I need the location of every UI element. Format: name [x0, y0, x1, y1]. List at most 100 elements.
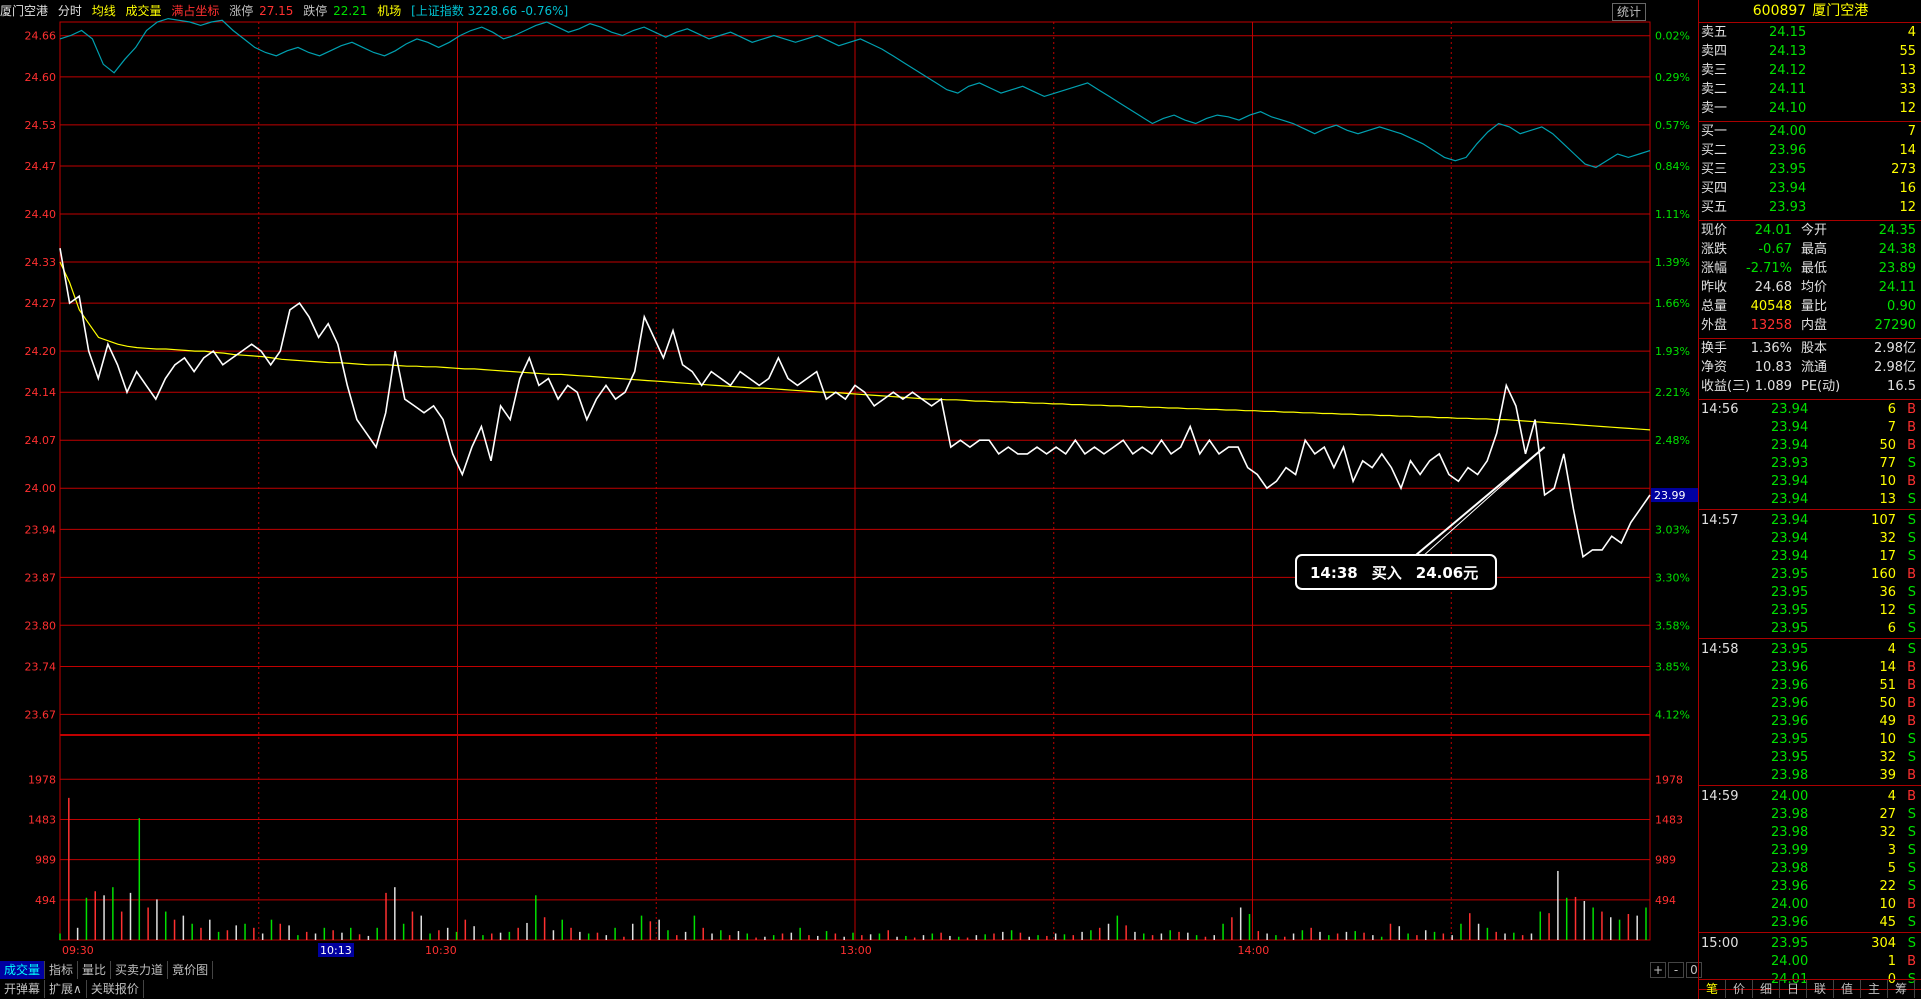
tick-group-divider — [1699, 932, 1921, 933]
tick-row[interactable]: 14:57 23.94 107 S — [1701, 512, 1920, 529]
sector-label[interactable]: 机场 — [377, 4, 402, 18]
tick-row[interactable]: 23.94 7 B — [1701, 419, 1920, 436]
pct-tick-label: 0.57% — [1655, 119, 1690, 132]
tab-2[interactable]: 量比 — [78, 961, 112, 979]
extra-tabs: 开弹幕 扩展∧ 关联报价 — [0, 980, 144, 998]
tick-row[interactable]: 23.94 10 B — [1701, 473, 1920, 490]
volume-toggle[interactable]: 成交量 — [125, 4, 162, 18]
bid-row-label: 买二 — [1701, 143, 1728, 158]
bottom-tab-0[interactable]: 笔 — [1699, 980, 1726, 998]
full-coord-toggle[interactable]: 满占坐标 — [171, 4, 220, 18]
tick-row[interactable]: 23.96 50 B — [1701, 695, 1920, 712]
tick-row[interactable]: 24.00 1 B — [1701, 953, 1920, 970]
tick-volume: 49 — [1879, 714, 1896, 729]
tick-row[interactable]: 23.94 17 S — [1701, 548, 1920, 565]
tick-row[interactable]: 23.95 32 S — [1701, 749, 1920, 766]
tick-row[interactable]: 23.96 22 S — [1701, 878, 1920, 895]
index-info[interactable]: [上证指数 3228.66 -0.76%] — [411, 4, 569, 18]
extra-tab-1[interactable]: 扩展∧ — [45, 980, 87, 998]
tick-group-divider — [1699, 989, 1921, 990]
time-tick-label: 10:30 — [425, 944, 457, 957]
tick-volume: 3 — [1887, 843, 1896, 858]
tab-1[interactable]: 指标 — [45, 961, 79, 979]
bottom-tab-4[interactable]: 联 — [1807, 980, 1834, 998]
fund-label: 净资 — [1701, 360, 1728, 375]
ask-row: 卖四 24.13 55 — [1701, 43, 1920, 61]
tick-row[interactable]: 15:00 23.95 304 S — [1701, 935, 1920, 952]
bid-row-volume: 12 — [1899, 200, 1916, 215]
tick-row[interactable]: 23.95 6 S — [1701, 620, 1920, 637]
tick-row[interactable]: 23.96 14 B — [1701, 659, 1920, 676]
tick-row[interactable]: 14:59 24.00 4 B — [1701, 788, 1920, 805]
bid-row-volume: 14 — [1899, 143, 1916, 158]
tick-row[interactable]: 23.99 3 S — [1701, 842, 1920, 859]
tab-4[interactable]: 竟价图 — [168, 961, 214, 979]
annotation-time: 14:38 — [1310, 564, 1358, 582]
tick-row[interactable]: 23.96 45 S — [1701, 914, 1920, 931]
tick-row[interactable]: 23.96 49 B — [1701, 713, 1920, 730]
ask-row-volume: 12 — [1899, 101, 1916, 116]
tab-3[interactable]: 买卖力道 — [111, 961, 169, 979]
bottom-tab-2[interactable]: 细 — [1753, 980, 1780, 998]
tick-row[interactable]: 23.93 77 S — [1701, 455, 1920, 472]
tick-price: 23.98 — [1771, 807, 1809, 822]
quote-value-2: 27290 — [1874, 318, 1916, 333]
ask-row-price: 24.11 — [1769, 82, 1807, 97]
quote-label: 涨跌 — [1701, 242, 1728, 257]
extra-tab-2[interactable]: 关联报价 — [87, 980, 144, 998]
tick-price: 23.95 — [1771, 567, 1809, 582]
tick-row[interactable]: 14:56 23.94 6 B — [1701, 401, 1920, 418]
bottom-tab-1[interactable]: 价 — [1726, 980, 1753, 998]
extra-tab-0[interactable]: 开弹幕 — [0, 980, 46, 998]
bottom-tab-7[interactable]: 筹 — [1888, 980, 1915, 998]
tick-price: 23.96 — [1771, 660, 1809, 675]
tick-price: 23.96 — [1771, 696, 1809, 711]
bottom-tab-3[interactable]: 日 — [1780, 980, 1807, 998]
tick-row[interactable]: 23.98 27 S — [1701, 806, 1920, 823]
tick-row[interactable]: 23.94 13 S — [1701, 491, 1920, 508]
scroll-button-2[interactable]: 0 — [1686, 962, 1702, 978]
scroll-button-0[interactable]: + — [1650, 962, 1666, 978]
tick-row[interactable]: 14:58 23.95 4 S — [1701, 641, 1920, 658]
avg-line-toggle[interactable]: 均线 — [91, 4, 116, 18]
tick-row[interactable]: 23.98 5 S — [1701, 860, 1920, 877]
stock-name: 厦门空港 — [0, 4, 49, 18]
tick-volume: 4 — [1887, 642, 1896, 657]
quote-label-2: 最高 — [1801, 242, 1828, 257]
tick-row[interactable]: 23.95 10 S — [1701, 731, 1920, 748]
fund-tick-divider — [1699, 399, 1921, 400]
quote-value: -2.71% — [1746, 261, 1792, 276]
tick-row[interactable]: 23.98 32 S — [1701, 824, 1920, 841]
tick-side: B — [1907, 714, 1916, 729]
tick-row[interactable]: 23.94 50 B — [1701, 437, 1920, 454]
tick-row[interactable]: 23.95 160 B — [1701, 566, 1920, 583]
tick-row[interactable]: 23.98 39 B — [1701, 767, 1920, 784]
tick-price: 23.96 — [1771, 915, 1809, 930]
tick-side: S — [1907, 492, 1916, 507]
bid-row: 买二 23.96 14 — [1701, 142, 1920, 160]
tick-side: S — [1907, 456, 1916, 471]
quote-label: 昨收 — [1701, 280, 1728, 295]
tick-row[interactable]: 24.00 10 B — [1701, 896, 1920, 913]
tick-row[interactable]: 23.95 12 S — [1701, 602, 1920, 619]
tick-row[interactable]: 23.94 32 S — [1701, 530, 1920, 547]
quote-label: 现价 — [1701, 223, 1728, 238]
tick-row[interactable]: 23.95 36 S — [1701, 584, 1920, 601]
intraday-chart[interactable]: 24.66 0.02% 24.60 0.29% 24.53 0.57% 24.47 0.84%… — [0, 0, 1698, 999]
price-tick-label: 24.33 — [25, 256, 57, 269]
tick-volume: 6 — [1887, 621, 1896, 636]
bottom-tab-5[interactable]: 值 — [1834, 980, 1861, 998]
mode-label[interactable]: 分时 — [57, 4, 82, 18]
tab-0[interactable]: 成交量 — [0, 961, 46, 979]
tick-row[interactable]: 23.96 51 B — [1701, 677, 1920, 694]
bid-row: 买一 24.00 7 — [1701, 123, 1920, 141]
stats-button[interactable]: 统计 — [1612, 3, 1646, 21]
tick-side: S — [1907, 603, 1916, 618]
tick-price: 23.96 — [1771, 879, 1809, 894]
quote-value-2: 24.38 — [1878, 242, 1916, 257]
tick-volume: 5 — [1887, 861, 1896, 876]
bottom-tab-6[interactable]: 主 — [1861, 980, 1888, 998]
price-line — [59, 248, 1651, 559]
scroll-button-1[interactable]: - — [1668, 962, 1684, 978]
limit-up-label: 涨停 — [229, 4, 254, 18]
